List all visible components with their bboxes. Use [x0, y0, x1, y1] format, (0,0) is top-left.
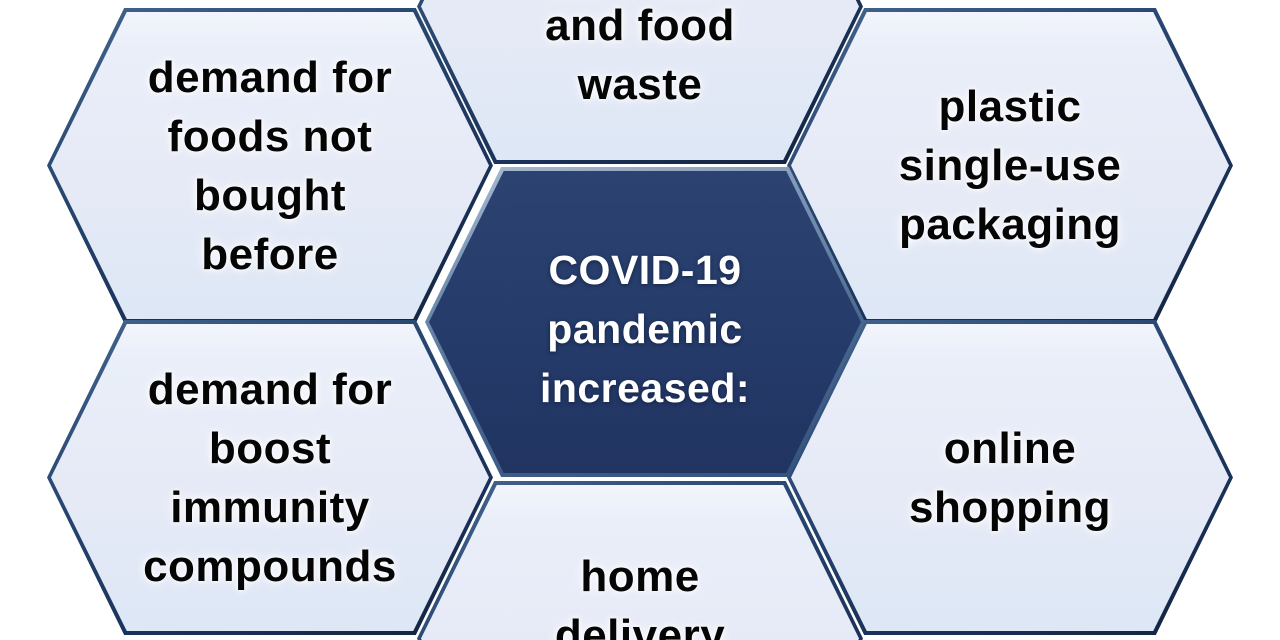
cell-text-line: packaging — [898, 200, 1122, 249]
cell-text-line: demand for — [147, 52, 393, 102]
cell-text-line: boost — [208, 423, 332, 473]
cell-text-line: plastic — [938, 82, 1082, 131]
cell-text-line: bought — [193, 170, 347, 220]
center-text-line: COVID-19 — [548, 246, 742, 293]
cell-text-line: single-use — [898, 141, 1122, 190]
hexagon-center-fill: COVID-19 pandemic increased: — [429, 171, 861, 473]
cell-text-line: shopping — [909, 482, 1111, 532]
cell-text-line: delivery — [554, 611, 726, 640]
cell-text-line: immunity — [170, 482, 370, 532]
hexagon-bottom-left: demand for boost immunity compounds — [47, 320, 493, 635]
cell-text-line: home — [580, 552, 700, 601]
hexagon-bottom-center-fill: home delivery — [421, 485, 859, 640]
cell-text-line: before — [201, 229, 339, 279]
hexagon-top-right: plastic single-use packaging — [787, 8, 1233, 323]
hexagon-bottom-center: home delivery — [417, 481, 863, 640]
hexagon-top-right-fill: plastic single-use packaging — [791, 12, 1229, 319]
cell-text-line: online — [943, 423, 1077, 473]
cell-text-line: demand for — [147, 364, 393, 414]
center-text-line: pandemic — [547, 305, 743, 352]
cell-text-line: foods not — [167, 111, 373, 161]
hexagon-bottom-right: online shopping — [787, 320, 1233, 635]
hexagon-center: COVID-19 pandemic increased: — [425, 167, 865, 477]
hexagon-bottom-right-fill: online shopping — [791, 324, 1229, 631]
cell-text-line: and food — [545, 1, 735, 50]
cell-text-line: compounds — [143, 541, 397, 591]
hexagon-bottom-left-fill: demand for boost immunity compounds — [51, 324, 489, 631]
center-text-line: increased: — [539, 364, 751, 411]
hexagon-top-left-fill: demand for foods not bought before — [51, 12, 489, 319]
hexagon-top-left: demand for foods not bought before — [47, 8, 493, 323]
cell-text-line-cutoff: food loss — [421, 0, 859, 8]
cell-text-line: waste — [577, 60, 703, 109]
hexagon-top-center: food loss and food waste — [417, 0, 863, 164]
hexagon-top-center-fill: food loss and food waste — [421, 0, 859, 160]
